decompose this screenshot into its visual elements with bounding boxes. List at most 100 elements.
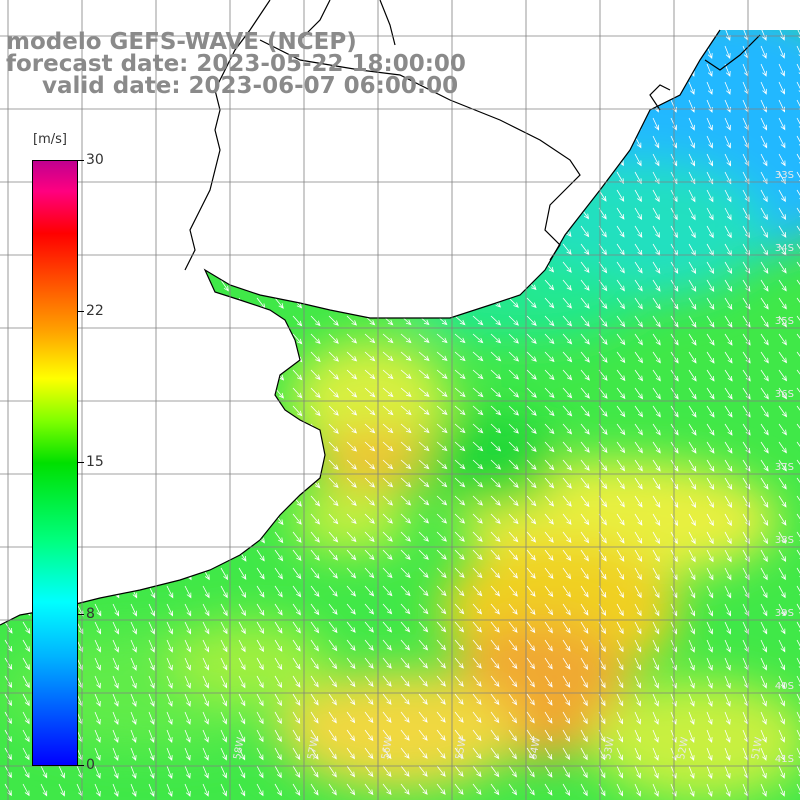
wind-arrow (292, 387, 303, 399)
wind-arrow (382, 711, 392, 724)
wind-arrow (760, 261, 769, 274)
wind-arrow (346, 459, 357, 470)
wind-arrow (796, 117, 800, 131)
wind-arrow (688, 693, 695, 707)
wind-arrow (454, 531, 465, 542)
wind-arrow (418, 441, 430, 452)
wind-arrow (202, 729, 209, 743)
wind-arrow (508, 531, 519, 543)
wind-arrow (760, 135, 768, 149)
wind-arrow (652, 783, 659, 797)
wind-arrow (580, 261, 590, 274)
wind-arrow (490, 387, 502, 398)
wind-arrow (580, 387, 590, 399)
wind-arrow (220, 567, 228, 581)
wind-arrow (688, 405, 697, 418)
wind-arrow (724, 585, 732, 599)
wind-arrow (400, 405, 412, 416)
wind-arrow (652, 279, 661, 292)
wind-arrow (328, 531, 339, 543)
wind-arrow (274, 711, 282, 725)
wind-arrow (292, 333, 303, 345)
wind-arrow (724, 297, 733, 310)
wind-arrow (346, 783, 356, 796)
wind-arrow (346, 639, 356, 652)
wind-arrow (706, 765, 713, 779)
wind-arrow (778, 567, 786, 581)
wind-arrow (760, 171, 768, 185)
wind-arrow (328, 477, 339, 489)
wind-arrow (706, 747, 713, 761)
wind-arrow (346, 657, 356, 670)
wind-arrow (688, 585, 696, 599)
wind-arrow (400, 387, 412, 397)
wind-arrow (346, 423, 358, 434)
lon-label: 51W (750, 736, 765, 760)
wind-arrow (742, 333, 751, 346)
wind-arrow (634, 207, 643, 220)
wind-arrow (580, 369, 590, 381)
wind-arrow (472, 495, 484, 506)
wind-arrow (472, 513, 483, 524)
wind-arrow (418, 765, 428, 777)
wind-arrow (112, 693, 119, 707)
wind-arrow (22, 675, 30, 689)
wind-arrow (382, 603, 393, 615)
wind-arrow (562, 621, 571, 634)
wind-arrow (508, 621, 518, 633)
wind-arrow (418, 639, 429, 651)
wind-arrow (436, 765, 446, 777)
wind-arrow (616, 495, 625, 508)
wind-arrow (382, 423, 394, 434)
wind-arrow (292, 693, 301, 706)
wind-arrow (616, 315, 626, 328)
wind-arrow (292, 405, 303, 417)
wind-arrow (148, 711, 155, 725)
wind-arrow (292, 747, 301, 761)
wind-arrow (724, 495, 733, 508)
wind-arrow (580, 441, 590, 453)
wind-arrow (346, 531, 357, 543)
wind-arrow (616, 549, 625, 562)
wind-arrow (490, 729, 500, 742)
wind-arrow (274, 675, 283, 688)
wind-arrow (742, 621, 749, 635)
wind-arrow (346, 693, 356, 706)
wind-arrow (112, 639, 119, 653)
wind-arrow (544, 333, 555, 345)
wind-arrow (382, 621, 393, 633)
wind-arrow (418, 477, 430, 488)
wind-arrow (760, 207, 768, 221)
wind-arrow (688, 225, 696, 239)
wind-arrow (778, 747, 785, 761)
wind-arrow (238, 639, 246, 653)
wind-arrow (544, 585, 554, 598)
wind-arrow (760, 81, 767, 95)
lat-label: 37S (775, 462, 794, 473)
wind-arrow (562, 585, 571, 598)
wind-arrow (724, 405, 733, 418)
wind-arrow (724, 729, 731, 743)
wind-arrow (670, 369, 679, 382)
wind-arrow (616, 189, 625, 202)
wind-arrow (724, 765, 731, 779)
wind-arrow (796, 225, 800, 238)
wind-arrow (724, 477, 733, 490)
wind-arrow (328, 423, 339, 434)
wind-arrow (508, 585, 518, 597)
wind-arrow (202, 603, 210, 617)
wind-arrow (688, 189, 696, 203)
wind-arrow (760, 45, 767, 59)
wind-arrow (94, 783, 101, 797)
wind-arrow (346, 765, 356, 778)
wind-arrow (742, 423, 751, 436)
wind-arrow (652, 513, 661, 527)
wind-arrow (706, 585, 714, 599)
wind-arrow (580, 315, 590, 327)
wind-arrow (436, 369, 448, 380)
wind-arrow (688, 369, 697, 382)
wind-arrow (616, 297, 626, 310)
wind-arrow (364, 369, 376, 380)
wind-arrow (688, 297, 697, 310)
wind-arrow (760, 513, 769, 527)
